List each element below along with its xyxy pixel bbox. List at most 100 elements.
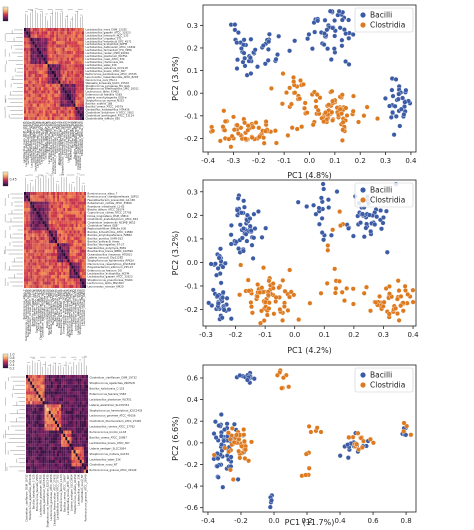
heatmap-cell	[34, 443, 37, 447]
heatmap-cell	[55, 195, 58, 199]
heatmap-cell	[32, 378, 35, 382]
heatmap-cell	[79, 378, 82, 382]
row-label: Staphylococcus_epidermidis_RP62A	[88, 259, 135, 263]
heatmap-cell	[54, 420, 58, 425]
heatmap-cell	[69, 204, 72, 209]
heatmap-cell	[79, 420, 82, 425]
heatmap-cell	[60, 87, 63, 91]
point-bacilli	[228, 222, 234, 228]
point-bacilli	[235, 476, 241, 482]
heatmap-cell	[34, 278, 37, 282]
heatmap-cell	[69, 240, 72, 244]
heatmap-cell	[85, 443, 89, 447]
column-label: Enterococcus_faecalis_V583	[35, 474, 39, 511]
heatmap-cell	[28, 67, 31, 71]
heatmap-cell	[26, 243, 29, 247]
column-label: Lactobacillus_sakei_23K	[76, 474, 80, 505]
point-bacilli	[273, 56, 279, 62]
row-label: Lactobacillus_acidophilus_NCFM	[88, 272, 130, 276]
point-bacilli	[339, 43, 345, 49]
heatmap-cell	[46, 397, 49, 402]
heatmap-cell	[71, 466, 74, 470]
heatmap-cell	[40, 424, 43, 428]
point-clostridia	[241, 427, 247, 432]
heatmap-cell	[58, 44, 61, 48]
heatmap-cell	[44, 466, 47, 470]
heatmap-cell	[71, 256, 74, 260]
heatmap-cell	[57, 233, 60, 237]
heatmap-cell	[30, 268, 33, 273]
heatmap-cell	[56, 70, 59, 75]
column-labels: Ruminococcus_albus_7 Ruminococcus_champan…	[22, 289, 86, 341]
heatmap-cell	[58, 37, 61, 42]
heatmap-cell	[34, 424, 37, 428]
point-bacilli	[321, 42, 327, 48]
heatmap-cell	[38, 243, 41, 247]
heatmap-cell	[57, 204, 60, 209]
heatmap-cell	[57, 284, 60, 289]
point-bacilli	[239, 235, 245, 241]
point-bacilli	[292, 38, 298, 44]
heatmap-cell	[30, 252, 33, 257]
heatmap-cell	[40, 375, 43, 379]
colorbar	[2, 171, 9, 187]
heatmap-cell	[50, 420, 53, 425]
heatmap-cell	[44, 378, 47, 382]
heatmap-cell	[26, 37, 29, 42]
x-tick-label: 0.2	[348, 331, 359, 339]
heatmap-cell	[32, 192, 35, 196]
point-bacilli	[398, 106, 404, 112]
row-label: Lactobacillus_iners_DSM_13335	[86, 27, 128, 31]
heatmap-cell	[61, 284, 64, 289]
heatmap-cell	[24, 37, 27, 42]
heatmap-cell	[30, 424, 33, 428]
column-label: Lactobacillus_rhamnosus_GG	[43, 122, 47, 160]
heatmap-cell	[79, 57, 82, 61]
heatmap-cell	[77, 281, 80, 285]
heatmap-cell	[63, 220, 66, 225]
row-label: Ruminococcus_champanellensis_18P13	[88, 195, 140, 199]
row-label: Leuconostoc_mesenteroides_ATCC_8293	[86, 75, 139, 79]
heatmap-cell	[26, 407, 29, 411]
heatmap-cell	[75, 262, 78, 266]
heatmap-cell	[71, 249, 74, 253]
heatmap-cell	[32, 388, 35, 392]
heatmap-cell	[63, 214, 66, 218]
heatmap-cell	[46, 450, 49, 454]
heatmap-cell	[69, 469, 72, 474]
point-clostridia	[395, 278, 401, 284]
heatmap-cell	[28, 28, 31, 32]
heatmap-cell	[81, 259, 84, 263]
heatmap-cell	[36, 272, 39, 276]
heatmap-cell	[60, 28, 63, 32]
heatmap-cell	[34, 195, 37, 199]
heatmap-cell	[79, 217, 82, 221]
point-bacilli	[234, 66, 240, 71]
heatmap-cell	[69, 28, 72, 32]
heatmap-cell	[36, 443, 39, 447]
heatmap-cell	[60, 31, 63, 35]
heatmap-cell	[46, 192, 49, 196]
heatmap-cell	[73, 192, 76, 196]
heatmap-cell	[81, 466, 84, 470]
point-clostridia	[370, 440, 376, 446]
heatmap-cell	[65, 211, 68, 215]
heatmap-cell	[73, 384, 76, 389]
heatmap-cell	[47, 70, 50, 75]
legend-marker-clostridia	[360, 197, 366, 203]
heatmap-cell	[61, 437, 64, 441]
point-clostridia	[288, 101, 294, 107]
heatmap-cell	[71, 90, 74, 94]
point-bacilli	[319, 215, 325, 221]
point-clostridia	[402, 283, 408, 289]
x-tick-label: -0.4	[201, 517, 215, 525]
heatmap-cell	[61, 443, 64, 447]
heatmap-cell	[56, 47, 59, 52]
heatmap-cell	[61, 463, 64, 467]
heatmap-cell	[47, 37, 50, 42]
point-bacilli	[327, 8, 333, 14]
heatmap-cell	[39, 60, 42, 65]
point-bacilli	[232, 27, 238, 33]
point-bacilli	[287, 48, 293, 54]
heatmap-cell	[60, 93, 63, 98]
